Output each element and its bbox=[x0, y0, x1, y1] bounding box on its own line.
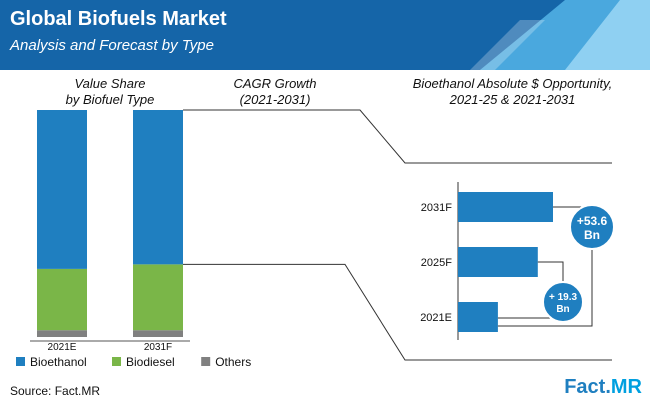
share-bar-2031f-bioethanol bbox=[133, 110, 183, 265]
opportunity-tick-2025f: 2025F bbox=[421, 257, 452, 269]
share-tick-2021e: 2021E bbox=[48, 342, 77, 353]
opportunity-tick-2021e: 2021E bbox=[420, 312, 452, 324]
factmr-logo: Fact.MR bbox=[564, 376, 642, 399]
header-accent-stripe-white bbox=[470, 20, 545, 70]
cagr-heading: CAGR Growth (2021-2031) bbox=[210, 76, 340, 108]
share-bar-2031f-others bbox=[133, 330, 183, 337]
legend-label-biodiesel: Biodiesel bbox=[126, 355, 175, 369]
opportunity-bubble-unit-2: Bn bbox=[556, 304, 569, 315]
opportunity-bubble-value-1: +53.6 bbox=[577, 214, 608, 228]
logo-part2: MR bbox=[610, 376, 642, 398]
share-tick-2031f: 2031F bbox=[144, 342, 172, 353]
opportunity-bubble-unit-1: Bn bbox=[584, 228, 600, 242]
value-share-heading: Value Share by Biofuel Type bbox=[30, 76, 190, 108]
share-bar-2021e-bioethanol bbox=[37, 110, 87, 269]
page-subtitle: Analysis and Forecast by Type bbox=[10, 37, 214, 54]
opportunity-bar-2031f bbox=[458, 192, 553, 222]
header-accent-stripe-light bbox=[565, 0, 650, 70]
opportunity-bar-2025f bbox=[458, 247, 538, 277]
value-share-heading-line1: Value Share bbox=[74, 76, 146, 91]
value-share-heading-line2: by Biofuel Type bbox=[65, 92, 155, 107]
cagr-heading-line2: (2021-2031) bbox=[239, 92, 311, 107]
share-bar-2021e-biodiesel bbox=[37, 268, 87, 331]
source-note: Source: Fact.MR bbox=[10, 384, 101, 398]
opportunity-heading-line1: Bioethanol Absolute $ Opportunity, bbox=[412, 76, 613, 91]
bracket-2021-2031 bbox=[497, 206, 593, 327]
opportunity-bubble-1 bbox=[569, 204, 615, 250]
connector-top bbox=[183, 109, 612, 164]
legend-swatch-others bbox=[201, 357, 211, 366]
connector-bottom bbox=[183, 263, 612, 361]
logo-part1: Fact. bbox=[564, 376, 611, 398]
cagr-heading-line1: CAGR Growth bbox=[233, 76, 317, 91]
opportunity-bubble-2 bbox=[542, 281, 584, 323]
opportunity-heading-line2: 2021-25 & 2021-2031 bbox=[449, 92, 576, 107]
opportunity-bubble-value-2: + 19.3 bbox=[549, 292, 578, 303]
legend-label-others: Others bbox=[215, 355, 251, 369]
opportunity-tick-2031f: 2031F bbox=[421, 202, 452, 214]
opportunity-heading: Bioethanol Absolute $ Opportunity, 2021-… bbox=[385, 76, 640, 108]
opportunity-bar-2021e bbox=[458, 302, 498, 332]
legend-label-bioethanol: Bioethanol bbox=[30, 355, 87, 369]
page-title: Global Biofuels Market bbox=[10, 8, 227, 30]
legend-swatch-biodiesel bbox=[112, 357, 121, 366]
share-bar-2021e-others bbox=[37, 330, 87, 337]
share-bar-2031f-biodiesel bbox=[133, 264, 183, 331]
legend-swatch-bioethanol bbox=[16, 357, 25, 366]
